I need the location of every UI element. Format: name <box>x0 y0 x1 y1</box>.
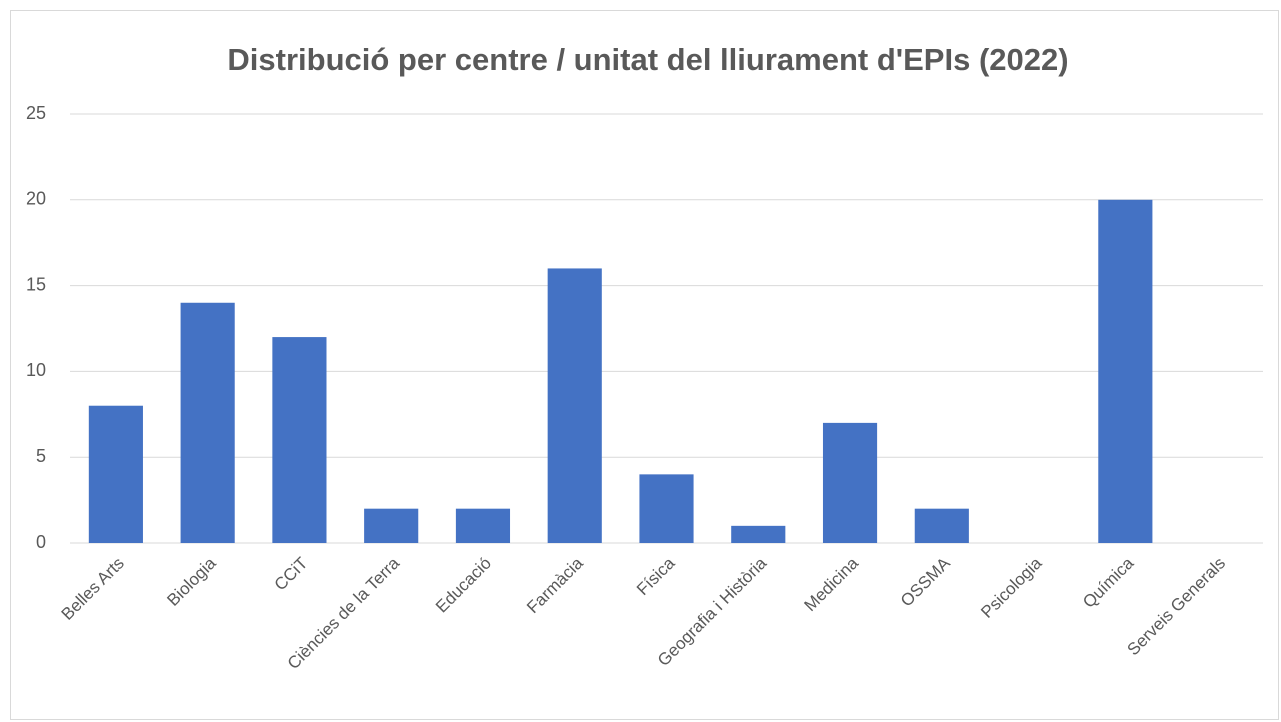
bar <box>272 337 327 543</box>
chart-title: Distribució per centre / unitat del lliu… <box>227 42 1068 77</box>
bar <box>822 422 878 543</box>
bar <box>639 474 694 543</box>
bar <box>914 508 969 543</box>
y-tick-label: 0 <box>36 532 46 552</box>
y-tick-label: 10 <box>26 360 46 380</box>
bar <box>180 302 235 543</box>
bar <box>547 268 602 543</box>
bar <box>88 405 143 543</box>
y-tick-label: 25 <box>26 103 46 123</box>
bar <box>1098 199 1153 544</box>
y-tick-label: 20 <box>26 189 46 209</box>
y-tick-label: 15 <box>26 274 46 294</box>
bar <box>731 525 786 543</box>
y-tick-label: 5 <box>36 446 46 466</box>
bar <box>364 508 419 543</box>
bar <box>455 508 511 543</box>
